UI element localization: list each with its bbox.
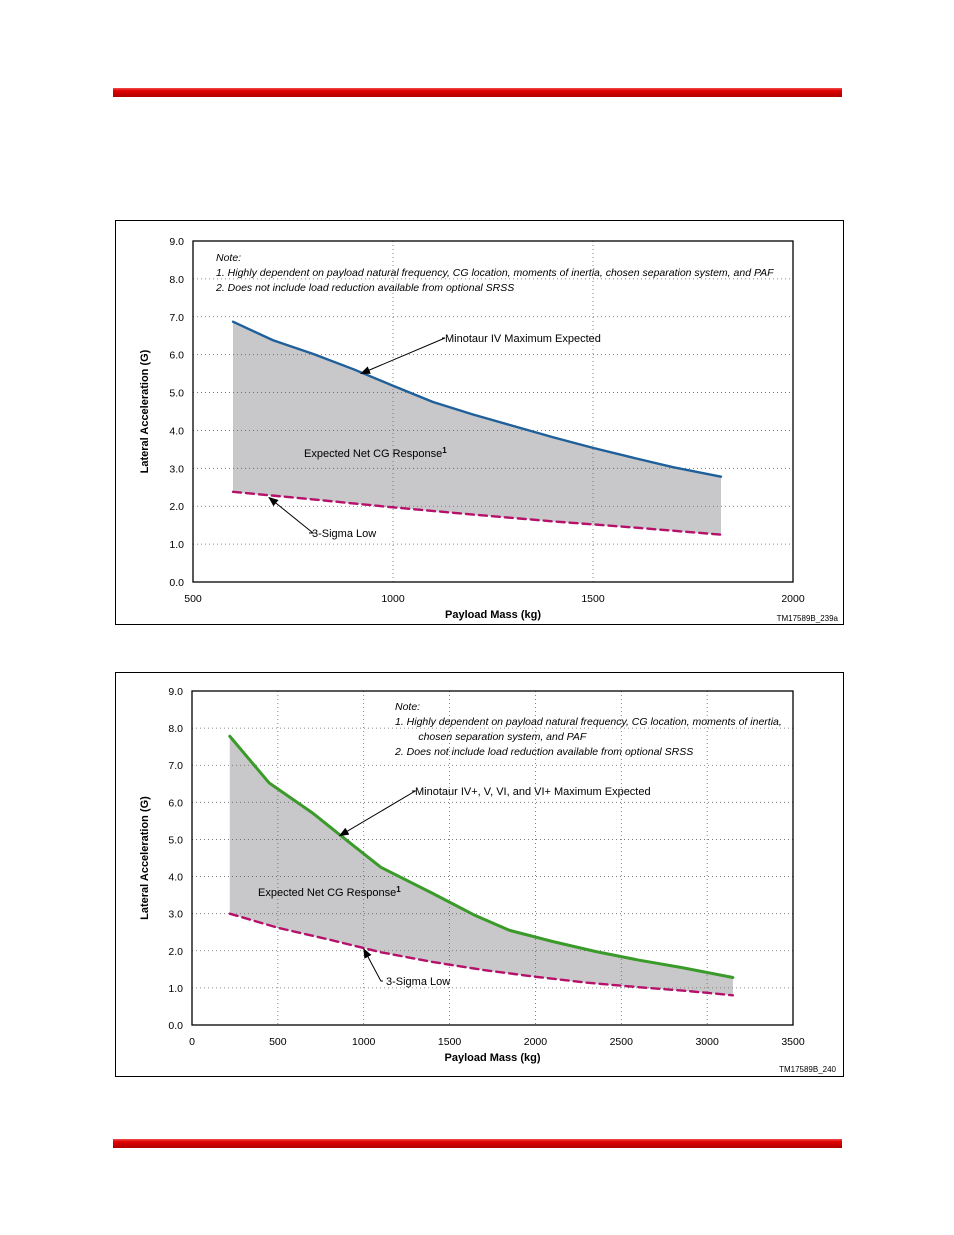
plot-frame <box>192 240 794 583</box>
response-area <box>229 736 733 996</box>
bottom-red-rule <box>113 1139 842 1148</box>
region-label-superscript: 1 <box>442 446 447 455</box>
y-tick-label: 8.0 <box>169 274 184 286</box>
note-line: 1. Highly dependent on payload natural f… <box>216 267 774 279</box>
x-tick-label: 1500 <box>581 593 605 605</box>
max-expected-leader <box>360 337 446 375</box>
three-sigma-low-line <box>228 912 735 997</box>
y-tick-label: 7.0 <box>168 760 183 772</box>
x-tick-label: 1000 <box>381 593 405 605</box>
y-tick-label: 3.0 <box>169 463 184 475</box>
y-tick-label: 1.0 <box>169 539 184 551</box>
y-tick-label: 7.0 <box>169 312 184 324</box>
y-tick-label: 2.0 <box>168 946 183 958</box>
x-axis-title: Payload Mass (kg) <box>445 1052 541 1064</box>
note-line: Note: <box>216 252 241 264</box>
x-tick-label: 0 <box>189 1036 195 1048</box>
y-tick-label: 6.0 <box>169 350 184 362</box>
y-tick-label: 2.0 <box>169 501 184 513</box>
y-tick-label: 1.0 <box>168 983 183 995</box>
y-tick-label: 4.0 <box>169 425 184 437</box>
note-line: 2. Does not include load reduction avail… <box>394 746 693 758</box>
figure-code: TM17589B_240 <box>779 1065 836 1074</box>
x-tick-label: 500 <box>269 1036 287 1048</box>
chart-minotaur-iv: 0.0 1.0 2.0 3.0 4.0 5.0 6.0 7.0 8.0 9.0 500 1000 150… <box>139 236 839 623</box>
x-tick-label: 2000 <box>524 1036 548 1048</box>
max-expected-leader <box>338 790 418 837</box>
x-tick-label: 1500 <box>438 1036 462 1048</box>
x-tick-label: 1000 <box>352 1036 376 1048</box>
note-line: Note: <box>395 701 420 713</box>
three-sigma-label: 3-Sigma Low <box>312 528 376 540</box>
y-tick-label: 9.0 <box>169 236 184 248</box>
x-tick-label: 3000 <box>695 1036 719 1048</box>
max-expected-label: Minotaur IV+, V, VI, and VI+ Maximum Exp… <box>415 786 651 798</box>
chart-panel-minotaur-iv: 0.0 1.0 2.0 3.0 4.0 5.0 6.0 7.0 8.0 9.0 500 1000 150… <box>115 220 844 625</box>
x-tick-label: 2500 <box>610 1036 634 1048</box>
y-tick-label: 3.0 <box>168 909 183 921</box>
x-tick-label: 2000 <box>781 593 805 605</box>
response-area <box>233 321 721 535</box>
y-tick-label: 8.0 <box>168 723 183 735</box>
y-axis-title: Lateral Acceleration (G) <box>139 796 151 920</box>
three-sigma-leader <box>363 948 383 982</box>
y-axis-title: Lateral Acceleration (G) <box>139 349 151 473</box>
three-sigma-label: 3-Sigma Low <box>386 976 450 988</box>
y-tick-label: 0.0 <box>168 1020 183 1032</box>
plot-frame <box>191 690 794 1026</box>
chart-minotaur-iv-plus: 0.0 1.0 2.0 3.0 4.0 5.0 6.0 7.0 8.0 9.0 0 500 1000 15… <box>139 686 837 1074</box>
note-line: chosen separation system, and PAF <box>395 731 587 743</box>
three-sigma-low-line <box>231 490 723 536</box>
max-expected-line <box>228 734 735 979</box>
note-line: 2. Does not include load reduction avail… <box>215 282 514 294</box>
y-tick-label: 5.0 <box>169 388 184 400</box>
region-label-superscript: 1 <box>396 885 401 894</box>
x-axis-title: Payload Mass (kg) <box>445 609 541 621</box>
y-tick-label: 5.0 <box>168 834 183 846</box>
x-tick-label: 3500 <box>781 1036 805 1048</box>
y-tick-label: 9.0 <box>168 686 183 698</box>
region-label: Expected Net CG Response1 <box>304 446 447 460</box>
max-expected-line <box>231 320 723 478</box>
max-expected-label: Minotaur IV Maximum Expected <box>445 333 601 345</box>
x-tick-label: 500 <box>184 593 202 605</box>
y-tick-label: 6.0 <box>168 797 183 809</box>
y-tick-label: 4.0 <box>168 872 183 884</box>
region-label: Expected Net CG Response1 <box>258 885 401 899</box>
y-tick-label: 0.0 <box>169 577 184 589</box>
three-sigma-leader <box>268 496 315 534</box>
figure-code: TM17589B_239a <box>777 614 839 623</box>
top-red-rule <box>113 88 842 97</box>
note-line: 1. Highly dependent on payload natural f… <box>395 716 782 728</box>
chart-panel-minotaur-iv-plus: 0.0 1.0 2.0 3.0 4.0 5.0 6.0 7.0 8.0 9.0 0 500 1000 15… <box>115 672 844 1077</box>
